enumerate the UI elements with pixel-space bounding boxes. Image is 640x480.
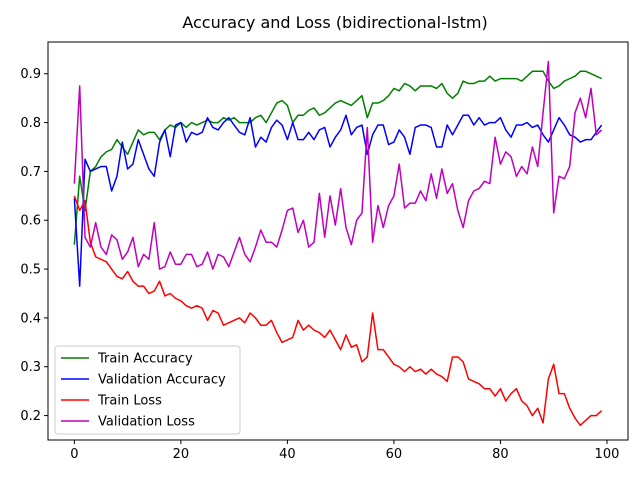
series-line-1 (73, 70, 602, 245)
y-tick-label: 0.6 (20, 214, 41, 229)
legend-label: Validation Loss (98, 415, 195, 430)
x-tick-label: 100 (595, 447, 620, 462)
y-tick-label: 0.5 (20, 263, 41, 278)
legend-label: Validation Accuracy (98, 373, 226, 388)
series-line-3 (73, 195, 603, 427)
x-tick-label: 20 (173, 447, 190, 462)
y-tick-label: 0.2 (20, 409, 41, 424)
x-tick-label: 60 (386, 447, 403, 462)
y-axis: 0.2 0.3 0.4 0.5 0.6 0.7 0.8 0.9 (20, 67, 48, 424)
x-axis: 0 20 40 60 80 100 (70, 440, 619, 462)
legend: Train Accuracy Validation Accuracy Train L… (54, 345, 241, 435)
chart-title: Accuracy and Loss (bidirectional-lstm) (182, 13, 487, 32)
x-tick-label: 80 (492, 447, 509, 462)
y-tick-label: 0.8 (20, 116, 41, 131)
legend-label: Train Loss (97, 394, 162, 409)
plot-frame (47, 41, 629, 441)
legend-box (54, 345, 241, 435)
y-tick-label: 0.7 (20, 165, 41, 180)
series-line-4 (73, 60, 603, 270)
x-tick-label: 40 (279, 447, 296, 462)
x-tick-label: 0 (70, 447, 78, 462)
y-tick-label: 0.4 (20, 311, 41, 326)
plot-lines (73, 60, 603, 427)
legend-label: Train Accuracy (97, 352, 193, 367)
series-line-2 (73, 114, 603, 287)
y-tick-label: 0.3 (20, 360, 41, 375)
y-tick-label: 0.9 (20, 67, 41, 82)
